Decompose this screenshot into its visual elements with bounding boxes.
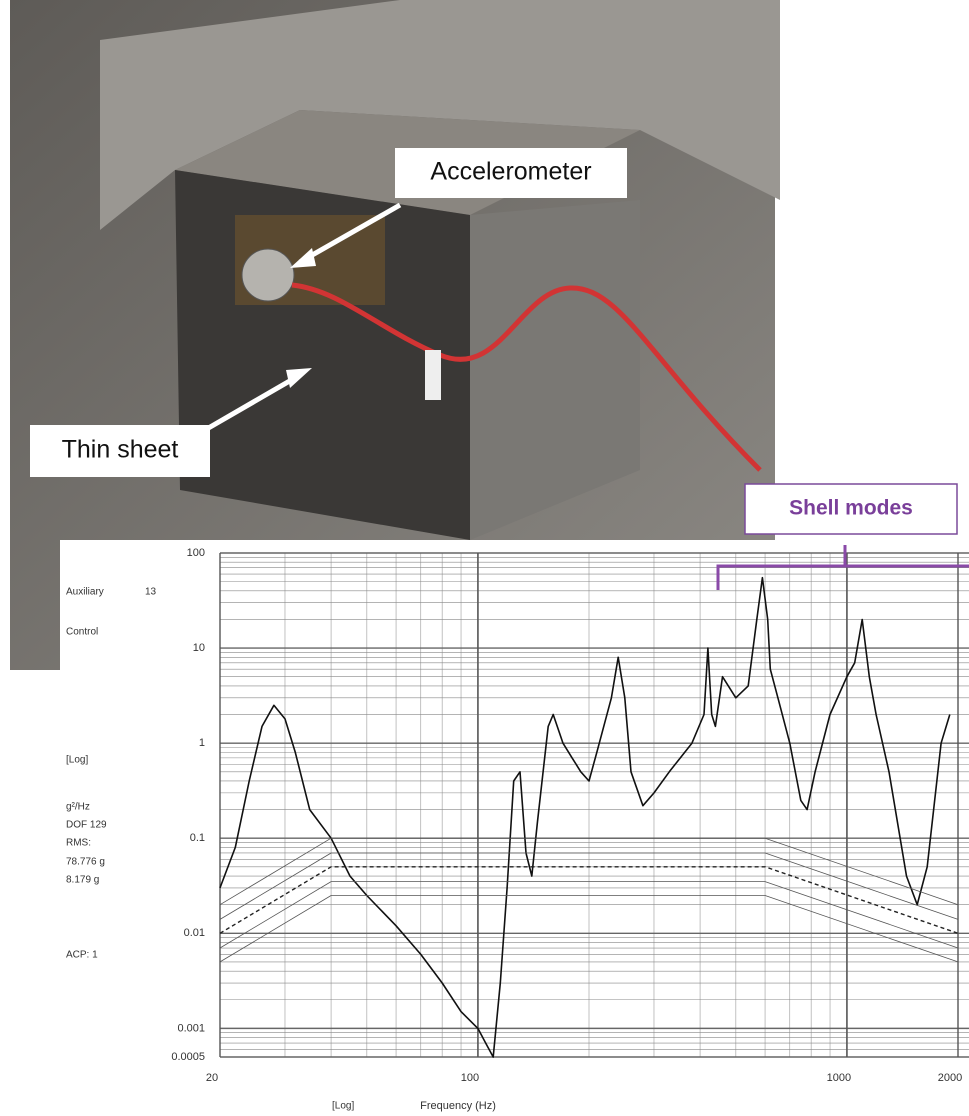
page: Accelerometer Thin sheet 100 10 1 0.1 0.01 0.… (0, 0, 969, 1116)
side-label: [Log] (66, 755, 88, 766)
side-label: g²/Hz (66, 802, 90, 813)
side-label: 8.179 g (66, 875, 99, 886)
side-label: DOF 129 (66, 820, 107, 831)
accelerometer (242, 249, 294, 301)
y-tick-label: 0.0005 (171, 1051, 205, 1063)
side-label: ACP: 1 (66, 950, 98, 961)
cable-tag (425, 350, 441, 400)
x-tick-label: 2000 (938, 1072, 962, 1084)
photo-label: Thin sheet (62, 436, 179, 464)
side-label: [Log] (332, 1101, 354, 1112)
y-tick-label: 10 (193, 642, 205, 654)
y-tick-label: 0.1 (190, 832, 205, 844)
y-tick-label: 0.001 (177, 1022, 205, 1034)
x-tick-label: 100 (461, 1072, 479, 1084)
side-label: 78.776 g (66, 857, 105, 868)
annotation: Shell modes (789, 497, 913, 520)
y-tick-label: 100 (187, 547, 205, 559)
x-tick-label: 1000 (827, 1072, 851, 1084)
y-tick-label: 0.01 (184, 927, 205, 939)
x-tick-label: 20 (206, 1072, 218, 1084)
side-label: Auxiliary (66, 587, 104, 598)
side-label: RMS: (66, 838, 91, 849)
y-tick-label: 1 (199, 737, 205, 749)
figure: Accelerometer Thin sheet 100 10 1 0.1 0.01 0.… (0, 0, 969, 1116)
side-label: 13 (145, 587, 157, 598)
side-label: Control (66, 627, 98, 638)
x-axis-title: Frequency (Hz) (420, 1100, 496, 1112)
photo-label: Accelerometer (430, 158, 591, 186)
